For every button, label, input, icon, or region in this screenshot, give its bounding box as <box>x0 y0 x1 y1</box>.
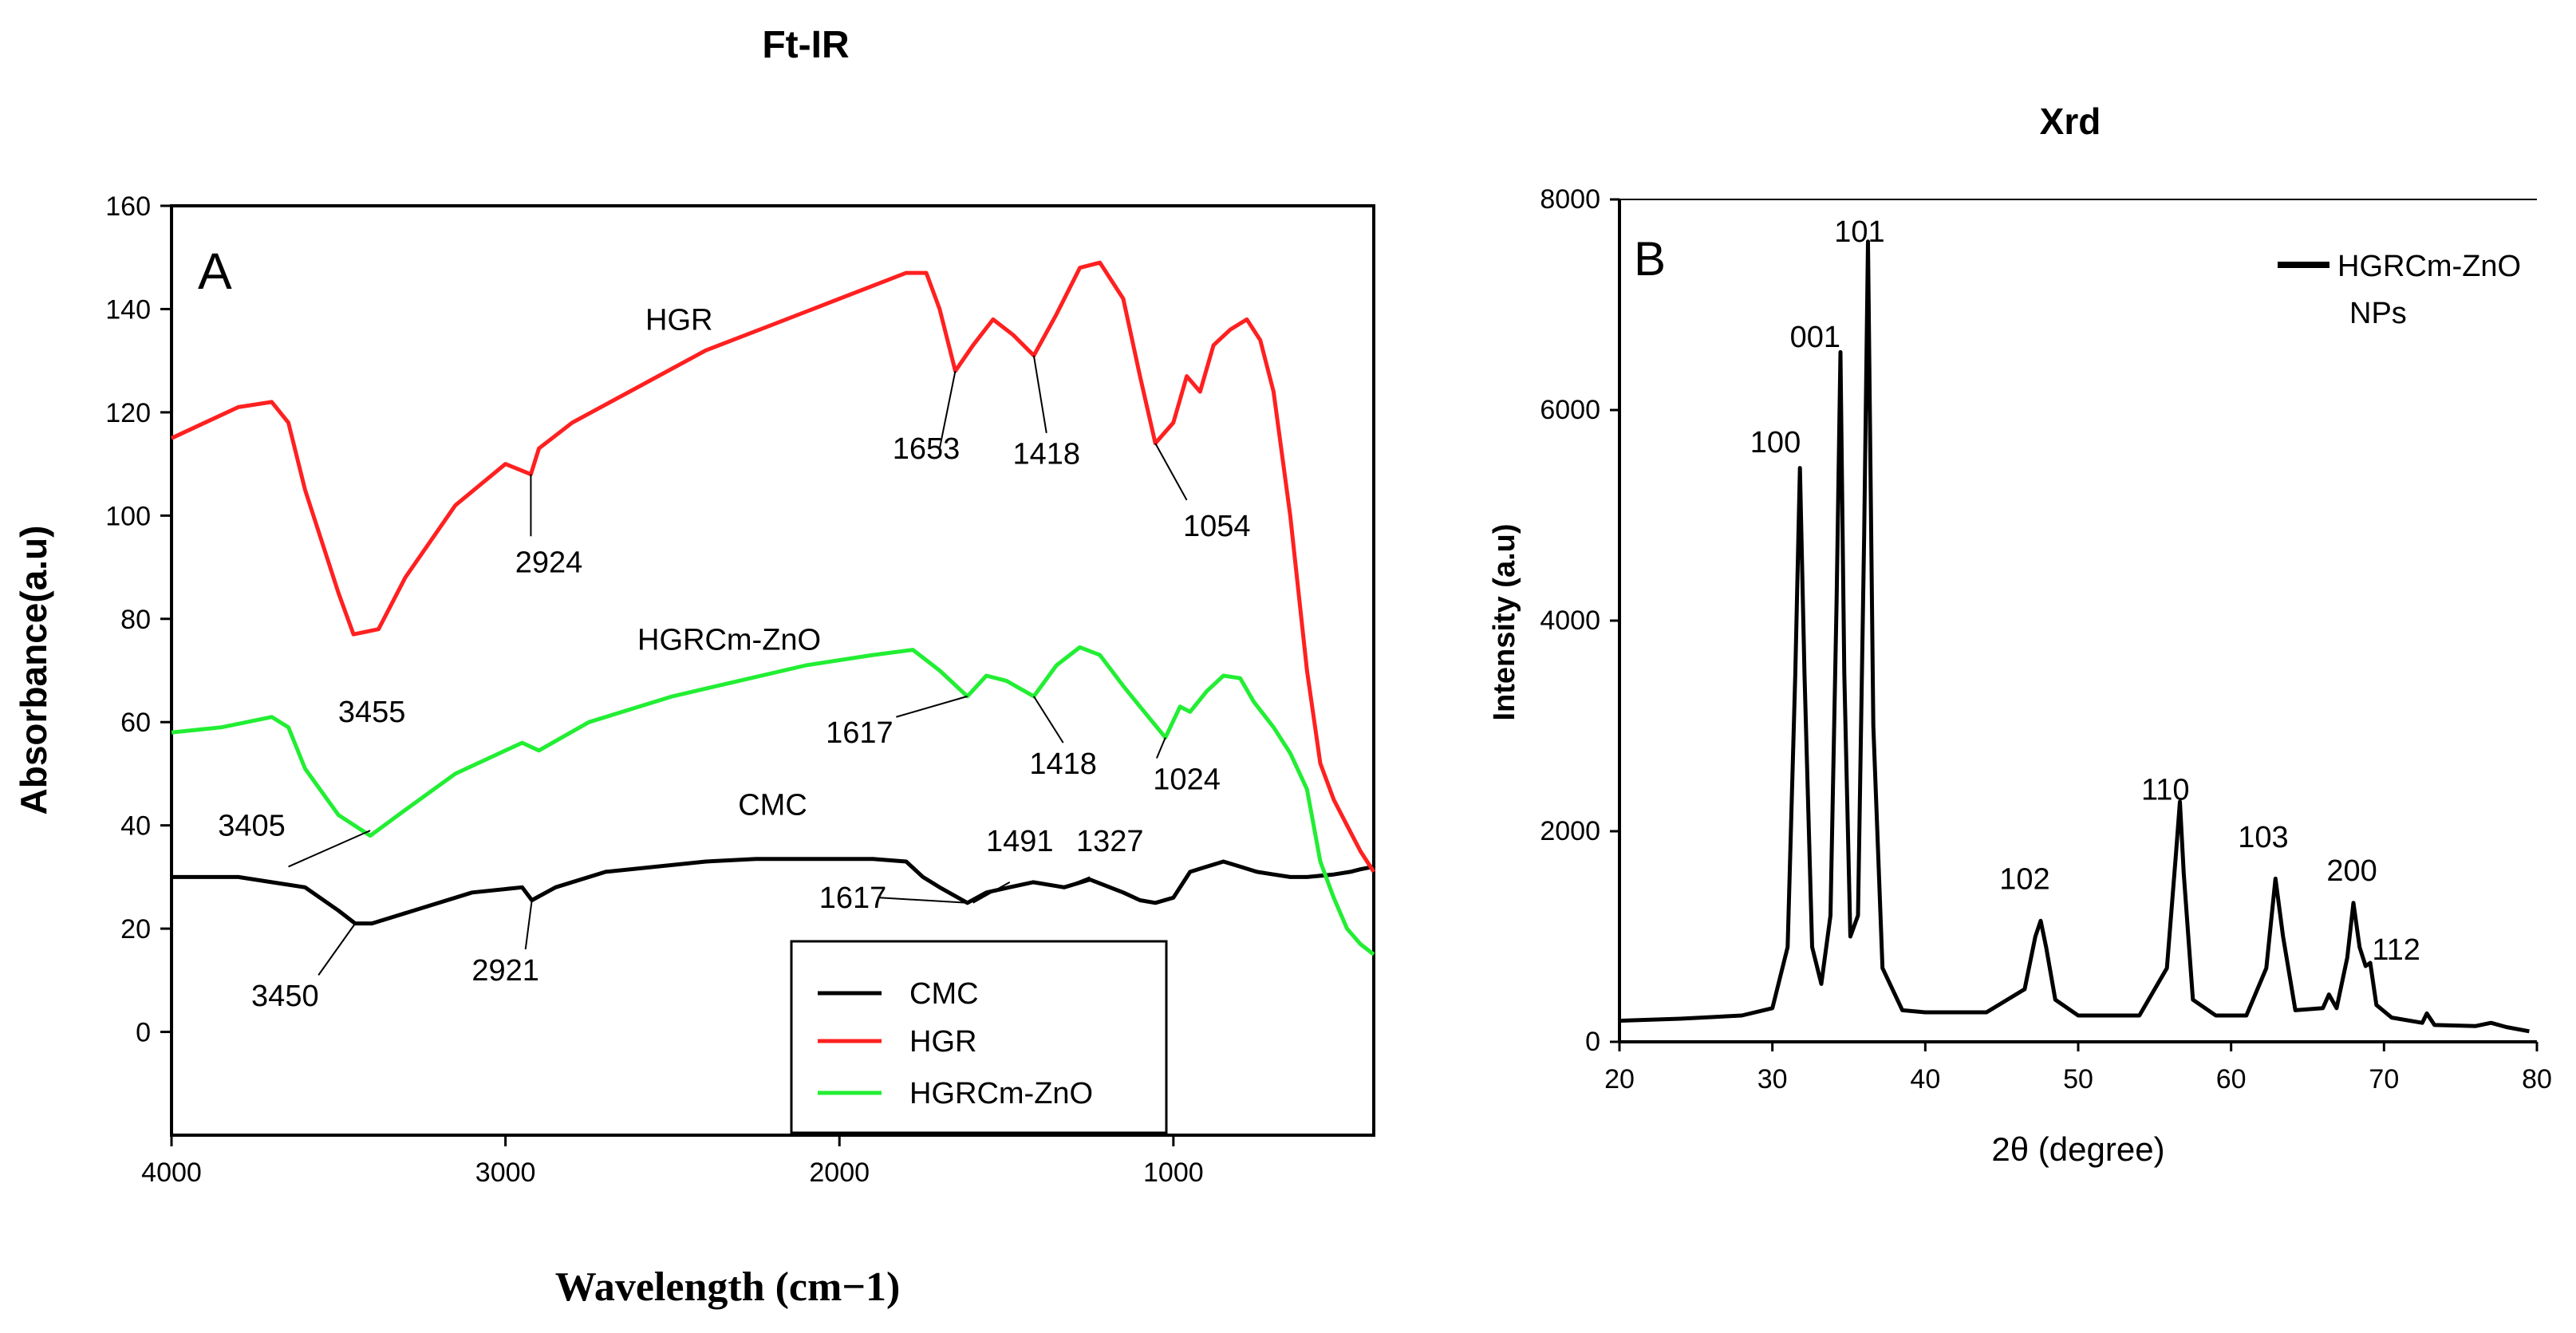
xrd-peak-label-112: 112 <box>2372 933 2420 967</box>
ftir-x-tick-label: 3000 <box>475 1158 536 1188</box>
xrd-series-group <box>1619 239 2530 1034</box>
ftir-annotation-hgrcm-zno: HGRCm-ZnO <box>637 624 821 657</box>
ftir-annotation-2921: 2921 <box>471 954 539 988</box>
ftir-series-cmc <box>172 857 1375 926</box>
ftir-annotation-1054: 1054 <box>1183 510 1251 543</box>
xrd-x-axis-ticks: 20 30 40 50 60 70 80 <box>1604 1042 2552 1094</box>
ftir-y-axis-ticks: 0 20 40 60 80 100 120 140 160 <box>105 191 172 1048</box>
xrd-peak-label-101: 101 <box>1834 215 1884 249</box>
xrd-y-tick-label: 6000 <box>1540 395 1600 425</box>
xrd-panel-label: B <box>1634 232 1666 286</box>
ftir-annotation-1653: 1653 <box>893 432 961 466</box>
ftir-y-tick-label: 60 <box>120 708 151 738</box>
ftir-annotation-leader <box>1155 737 1166 759</box>
ftir-annotation-3455: 3455 <box>338 696 406 729</box>
ftir-y-tick-label: 160 <box>105 191 151 222</box>
ftir-annotation-1024: 1024 <box>1153 763 1221 796</box>
legend-label-hgr: HGR <box>909 1025 976 1059</box>
ftir-annotation-1327: 1327 <box>1076 825 1144 858</box>
xrd-peak-label-100: 100 <box>1750 426 1801 459</box>
xrd-y-tick-label: 2000 <box>1540 816 1600 846</box>
legend-label-hgrcm-zno-nps-line1: HGRCm-ZnO <box>2337 250 2521 283</box>
ftir-annotation-cmc: CMC <box>738 789 807 822</box>
ftir-title: Ft-IR <box>762 24 849 66</box>
xrd-panel: Xrd 0 2000 4000 6000 8000 20 30 40 50 60 70 80 Int… <box>1488 101 2552 1168</box>
xrd-peak-label-103: 103 <box>2238 821 2288 854</box>
ftir-annotation-leaders <box>288 355 1188 976</box>
xrd-x-tick-label: 60 <box>2216 1064 2247 1094</box>
xrd-y-axis-ticks: 0 2000 4000 6000 8000 <box>1540 184 1619 1057</box>
ftir-y-tick-label: 140 <box>105 294 151 325</box>
ftir-series-group <box>170 260 1376 956</box>
ftir-annotation-leader <box>1032 355 1047 433</box>
ftir-legend: CMC HGR HGRCm-ZnO <box>790 940 1168 1134</box>
ftir-annotation-3450: 3450 <box>251 980 319 1013</box>
ftir-annotation-3405: 3405 <box>218 810 286 843</box>
ftir-annotation-leader <box>1033 696 1064 743</box>
ftir-annotation-1418: 1418 <box>1029 747 1097 781</box>
ftir-annotation-1418: 1418 <box>1012 438 1080 471</box>
xrd-legend: HGRCm-ZnO NPs <box>2278 250 2521 330</box>
ftir-annotations: HGR HGRCm-ZnO CMC 1653 1418 2924 1054 3455 1617 1… <box>218 303 1250 1013</box>
ftir-annotation-hgr: HGR <box>645 303 712 337</box>
ftir-y-tick-label: 40 <box>120 811 151 842</box>
xrd-y-tick-label: 0 <box>1585 1027 1600 1057</box>
ftir-annotation-leader <box>318 923 357 976</box>
ftir-annotation-leader <box>938 370 957 449</box>
xrd-y-tick-label: 4000 <box>1540 605 1600 636</box>
ftir-y-tick-label: 100 <box>105 501 151 531</box>
xrd-peak-label-001: 001 <box>1790 321 1840 354</box>
ftir-series-hgr <box>170 260 1376 874</box>
xrd-x-tick-label: 80 <box>2522 1064 2552 1094</box>
ftir-annotation-2924: 2924 <box>515 546 583 580</box>
xrd-peak-labels: 100 001 101 102 110 103 200 112 <box>1750 215 2420 967</box>
ftir-plot-frame <box>170 204 1375 1137</box>
ftir-annotation-leader <box>972 881 1011 904</box>
xrd-x-tick-label: 50 <box>2063 1064 2093 1094</box>
ftir-series-hgrcm-zno <box>171 645 1375 956</box>
ftir-x-tick-label: 4000 <box>141 1158 202 1188</box>
ftir-annotation-1617: 1617 <box>826 716 894 750</box>
ftir-legend-box <box>790 940 1168 1134</box>
xrd-x-tick-label: 20 <box>1604 1064 1635 1094</box>
ftir-y-tick-label: 120 <box>105 398 151 428</box>
ftir-annotation-leader <box>524 900 533 950</box>
ftir-y-tick-label: 0 <box>136 1018 151 1048</box>
xrd-y-tick-label: 8000 <box>1540 184 1600 215</box>
xrd-x-tick-label: 30 <box>1757 1064 1788 1094</box>
ftir-x-tick-label: 1000 <box>1143 1158 1204 1188</box>
ftir-annotation-leader <box>896 695 968 718</box>
ftir-x-tick-label: 2000 <box>809 1158 870 1188</box>
xrd-x-tick-label: 40 <box>1910 1064 1940 1094</box>
ftir-y-tick-label: 80 <box>120 605 151 635</box>
xrd-series-hgrcm-zno-nps <box>1619 239 2530 1034</box>
ftir-x-axis-label: Wavelength (cm−1) <box>555 1264 901 1310</box>
ftir-annotation-leader <box>288 830 371 868</box>
ftir-annotation-1491: 1491 <box>986 825 1054 858</box>
ftir-panel: Ft-IR 0 20 40 60 80 100 120 140 160 4000 3000 2000… <box>13 24 1376 1310</box>
ftir-annotation-leader <box>1154 443 1188 501</box>
ftir-annotation-leader <box>1063 876 1091 889</box>
xrd-y-axis-label: Intensity (a.u) <box>1488 523 1521 720</box>
ftir-annotation-1617: 1617 <box>819 881 887 915</box>
ftir-panel-label: A <box>198 243 232 300</box>
xrd-peak-label-102: 102 <box>1999 863 2049 897</box>
ftir-annotation-leader <box>879 897 968 904</box>
ftir-y-axis-label: Absorbance(a.u) <box>13 526 54 815</box>
legend-label-hgrcm-zno-nps-line2: NPs <box>2349 297 2407 330</box>
xrd-peak-label-200: 200 <box>2326 854 2377 888</box>
xrd-x-axis-label: 2θ (degree) <box>1991 1130 2164 1168</box>
xrd-x-tick-label: 70 <box>2369 1064 2399 1094</box>
xrd-peak-label-110: 110 <box>2141 773 2190 807</box>
xrd-title: Xrd <box>2040 101 2101 142</box>
ftir-x-axis-ticks: 4000 3000 2000 1000 <box>141 1135 1204 1188</box>
legend-label-hgrcm-zno: HGRCm-ZnO <box>909 1077 1093 1110</box>
legend-label-cmc: CMC <box>909 977 979 1011</box>
ftir-y-tick-label: 20 <box>120 914 151 945</box>
